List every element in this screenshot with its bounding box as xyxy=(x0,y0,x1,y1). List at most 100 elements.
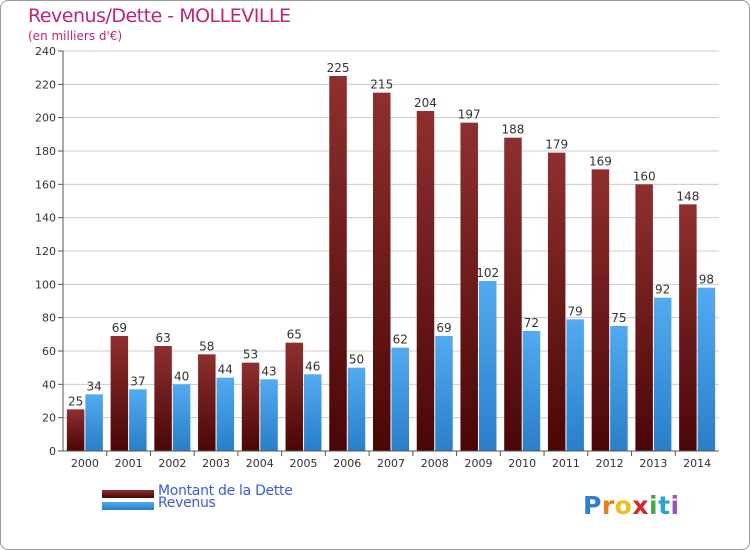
logo-letter: o xyxy=(614,491,633,520)
x-tick-label: 2001 xyxy=(115,457,143,470)
bar-revenue xyxy=(610,326,628,451)
data-label-debt: 148 xyxy=(676,189,699,203)
bar-revenue xyxy=(85,394,103,451)
proxiti-logo: Proxiti xyxy=(583,491,680,520)
data-label-revenue: 79 xyxy=(568,304,583,318)
logo-letter: P xyxy=(583,491,602,520)
x-tick-label: 2010 xyxy=(508,457,536,470)
bar-revenue xyxy=(391,347,409,451)
bar-revenue xyxy=(566,319,584,451)
data-label-revenue: 102 xyxy=(476,266,499,280)
data-label-revenue: 72 xyxy=(524,316,539,330)
x-tick-label: 2014 xyxy=(683,457,711,470)
data-label-revenue: 92 xyxy=(655,283,670,297)
y-tick-label: 120 xyxy=(35,245,56,258)
data-label-debt: 160 xyxy=(633,169,656,183)
grid-lines xyxy=(63,50,719,452)
y-tick-label: 60 xyxy=(42,345,56,358)
bar-debt xyxy=(66,409,85,451)
y-tick-label: 160 xyxy=(35,178,56,191)
data-label-debt: 58 xyxy=(199,339,214,353)
bar-debt xyxy=(416,111,435,451)
data-label-revenue: 98 xyxy=(699,273,714,287)
data-label-debt: 215 xyxy=(370,78,393,92)
bar-revenue xyxy=(697,287,716,451)
data-label-revenue: 50 xyxy=(349,353,364,367)
bars xyxy=(66,76,716,452)
axes: 0 20 40 60 80 100 120 140 160 180 200 220 240 2000 200… xyxy=(35,45,719,470)
x-tick-label: 2003 xyxy=(202,457,230,470)
logo-letter: i xyxy=(649,491,659,520)
data-label-revenue: 43 xyxy=(261,364,276,378)
x-tick-label: 2013 xyxy=(639,457,667,470)
bar-revenue xyxy=(522,331,541,451)
x-tick-label: 2000 xyxy=(71,457,99,470)
bar-revenue xyxy=(172,384,191,451)
data-label-debt: 25 xyxy=(68,394,83,408)
y-tick-label: 40 xyxy=(42,378,56,391)
x-tick-label: 2012 xyxy=(596,457,624,470)
bar-revenue xyxy=(216,377,235,451)
y-tick-label: 240 xyxy=(35,45,56,58)
bar-debt xyxy=(547,152,566,451)
legend-label-debt: Montant de la Dette xyxy=(158,483,293,499)
logo-letter: r xyxy=(601,491,615,520)
bar-revenue xyxy=(435,336,453,451)
data-label-revenue: 62 xyxy=(393,333,408,347)
bar-debt xyxy=(635,184,653,452)
x-tick-label: 2011 xyxy=(552,457,580,470)
chart-title: Revenus/Dette - MOLLEVILLE xyxy=(28,5,291,27)
data-label-revenue: 40 xyxy=(174,369,189,383)
y-tick-label: 20 xyxy=(42,412,56,425)
bar-revenue xyxy=(653,297,672,451)
data-label-debt: 69 xyxy=(112,321,127,335)
data-label-debt: 169 xyxy=(589,154,612,168)
data-label-revenue: 46 xyxy=(305,359,320,373)
logo-letter: x xyxy=(632,491,649,520)
y-tick-label: 200 xyxy=(35,112,56,125)
bar-debt xyxy=(591,169,610,452)
data-label-debt: 53 xyxy=(243,348,258,362)
y-tick-label: 0 xyxy=(49,445,56,458)
bar-debt xyxy=(198,354,216,451)
logo-letter: t xyxy=(658,491,671,520)
data-label-debt: 204 xyxy=(414,96,437,110)
chart-subtitle: (en milliers d'€) xyxy=(28,29,123,43)
x-tick-label: 2009 xyxy=(464,457,492,470)
bar-debt xyxy=(110,336,129,451)
data-label-revenue: 44 xyxy=(218,363,233,377)
data-label-debt: 63 xyxy=(155,331,170,345)
data-label-debt: 65 xyxy=(287,328,302,342)
bar-debt xyxy=(373,92,391,452)
bar-debt xyxy=(154,346,172,451)
x-tick-label: 2008 xyxy=(421,457,449,470)
bar-revenue xyxy=(129,389,147,451)
bar-revenue xyxy=(260,379,278,451)
logo-letter: i xyxy=(670,491,680,520)
data-label-debt: 188 xyxy=(501,123,524,137)
bar-debt xyxy=(241,362,260,451)
data-label-revenue: 69 xyxy=(436,321,451,335)
x-tick-label: 2004 xyxy=(246,457,274,470)
data-label-revenue: 37 xyxy=(130,374,145,388)
bar-revenue xyxy=(478,281,497,451)
legend-swatch-revenue xyxy=(102,502,154,510)
bar-debt xyxy=(460,122,478,452)
data-label-debt: 197 xyxy=(458,108,481,122)
x-tick-label: 2002 xyxy=(158,457,186,470)
legend-label-revenue: Revenus xyxy=(158,495,216,511)
y-tick-label: 80 xyxy=(42,312,56,325)
bar-revenue xyxy=(347,367,366,451)
bar-debt xyxy=(504,137,522,451)
x-tick-label: 2006 xyxy=(333,457,361,470)
legend-swatch-debt xyxy=(102,490,154,498)
x-tick-label: 2007 xyxy=(377,457,405,470)
data-label-debt: 179 xyxy=(545,138,568,152)
y-tick-label: 140 xyxy=(35,212,56,225)
data-label-revenue: 75 xyxy=(611,311,626,325)
data-label-debt: 225 xyxy=(327,61,350,75)
y-tick-label: 100 xyxy=(35,278,56,291)
